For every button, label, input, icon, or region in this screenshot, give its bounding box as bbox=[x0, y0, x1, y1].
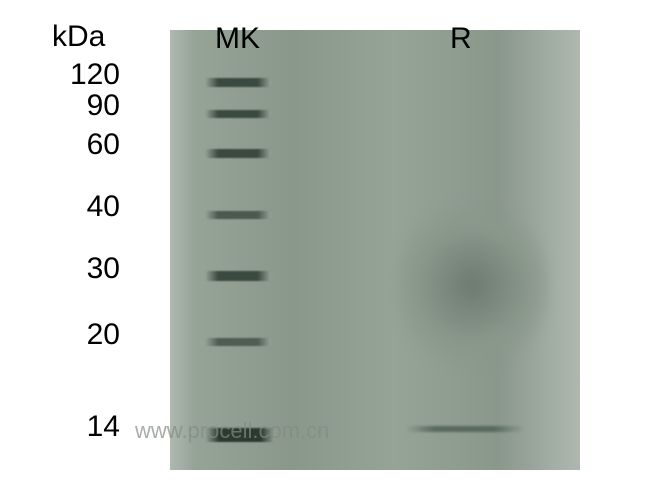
marker-band bbox=[205, 78, 271, 87]
marker-band bbox=[205, 271, 271, 281]
sample-band bbox=[405, 426, 525, 432]
sample-smear bbox=[395, 206, 550, 382]
marker-band bbox=[205, 338, 271, 346]
marker-band bbox=[205, 211, 271, 219]
unit-label: kDa bbox=[52, 20, 105, 54]
lane-header-sample: R bbox=[450, 22, 472, 56]
marker-label: 120 bbox=[40, 58, 120, 92]
marker-band bbox=[205, 110, 271, 118]
marker-label: 14 bbox=[40, 410, 120, 444]
marker-band bbox=[205, 149, 271, 158]
marker-label: 20 bbox=[40, 318, 120, 352]
marker-label: 90 bbox=[40, 89, 120, 123]
watermark-text: www.procell.com.cn bbox=[135, 418, 329, 444]
marker-label: 30 bbox=[40, 252, 120, 286]
gel-figure: kDa MK R 12090 60 40 30 20 14 www.procell.com… bbox=[30, 20, 640, 480]
marker-label: 40 bbox=[40, 190, 120, 224]
marker-label: 60 bbox=[40, 128, 120, 162]
lane-header-marker: MK bbox=[215, 22, 260, 56]
